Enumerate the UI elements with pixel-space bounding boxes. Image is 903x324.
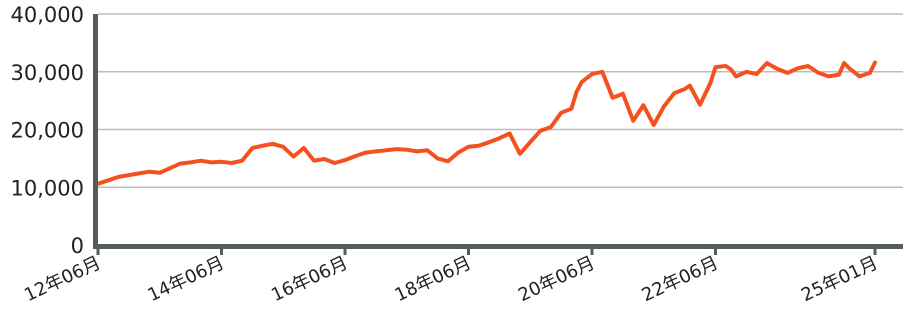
x-tick-label: 22年06月 (639, 252, 722, 306)
x-tick-label: 12年06月 (21, 252, 104, 306)
x-tick-label: 18年06月 (392, 252, 475, 306)
y-tick-label: 0 (71, 234, 84, 258)
data-series (96, 60, 877, 186)
y-tick-label: 10,000 (11, 176, 84, 200)
x-axis-line (93, 244, 903, 249)
x-tick-label: 16年06月 (268, 252, 351, 306)
y-tick-label: 40,000 (11, 3, 84, 27)
series-line-0 (96, 60, 877, 186)
y-axis-ticks: 0 10,000 20,000 30,000 40,000 (11, 3, 84, 258)
y-axis-line (93, 14, 98, 248)
x-tick-label: 20年06月 (515, 252, 598, 306)
y-tick-label: 30,000 (11, 61, 84, 85)
x-axis-ticks: 12年06月 14年06月 16年06月 18年06月 20年06月 22年06月 25年0… (21, 245, 881, 306)
x-tick-label: 14年06月 (145, 252, 228, 306)
grid-lines (98, 13, 903, 188)
x-tick-label: 25年01月 (798, 252, 881, 306)
y-tick-label: 20,000 (11, 119, 84, 143)
